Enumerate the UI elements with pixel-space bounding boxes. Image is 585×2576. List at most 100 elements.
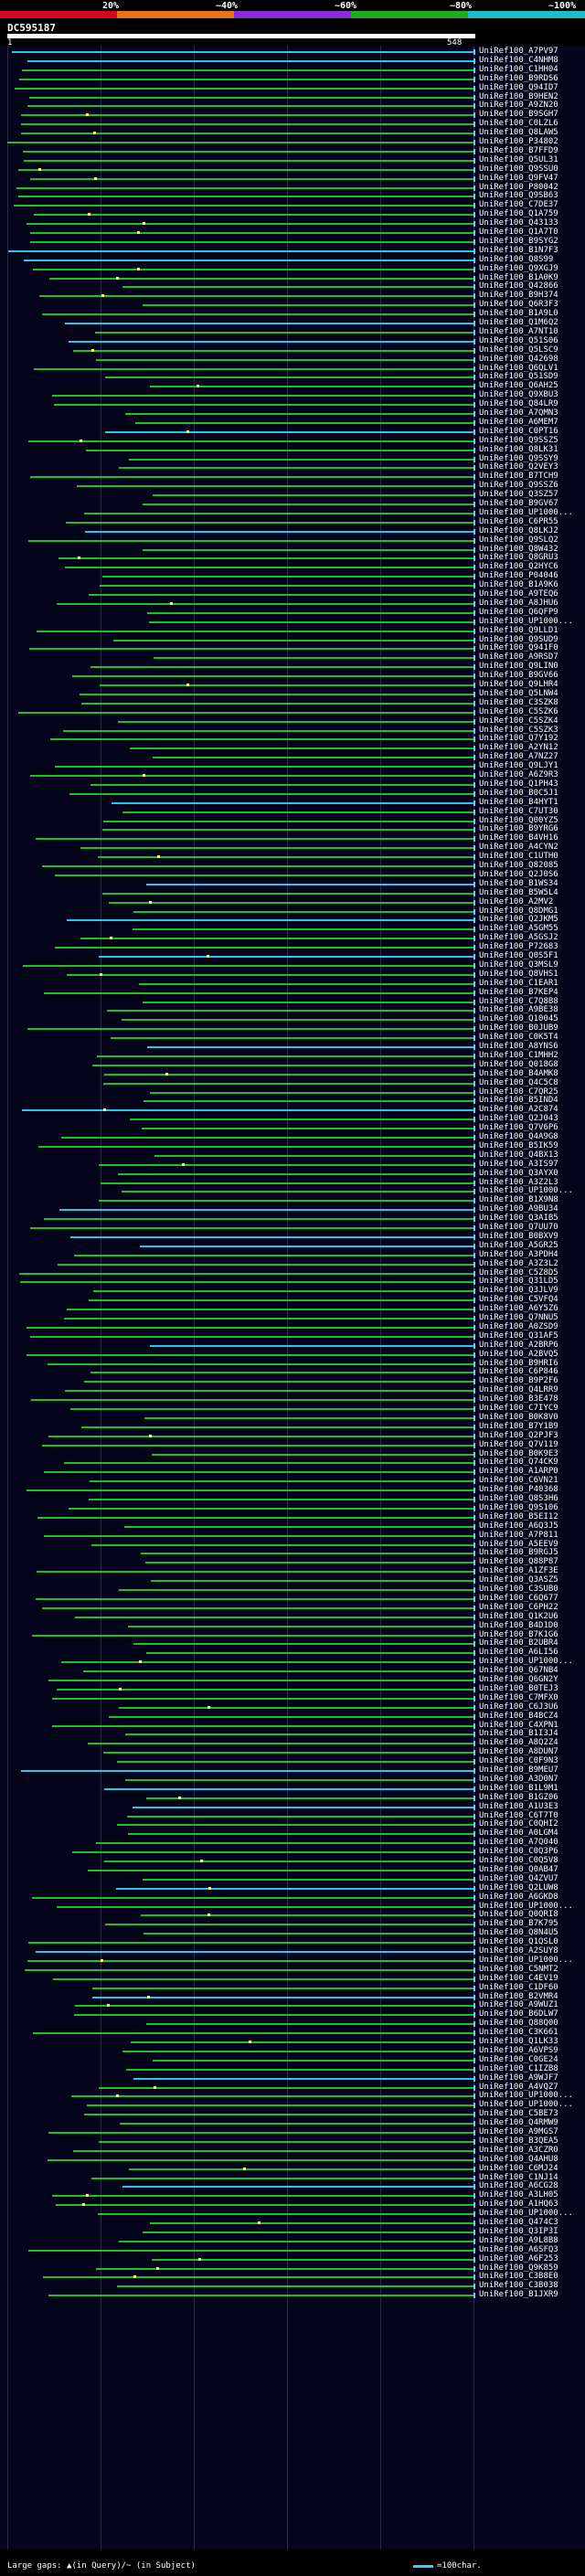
hit-row[interactable]: UniRef100_Q9SSZ6 [0,481,585,491]
hit-label[interactable]: UniRef100_Q42698 [479,354,558,364]
hit-label[interactable]: UniRef100_Q51S06 [479,335,558,345]
hit-label[interactable]: UniRef100_C5SZK3 [479,725,558,735]
hit-label[interactable]: UniRef100_Q74CK9 [479,1458,558,1468]
hit-row[interactable]: UniRef100_B7KEP4 [0,988,585,998]
hit-row[interactable]: UniRef100_B9SGH7 [0,110,585,120]
hit-row[interactable]: UniRef100_B5IND4 [0,1096,585,1106]
hit-row[interactable]: UniRef100_Q00YZ5 [0,816,585,826]
hit-row[interactable]: UniRef100_A9ZN20 [0,101,585,111]
hit-label[interactable]: UniRef100_B1WS34 [479,878,558,888]
hit-label[interactable]: UniRef100_C0Q3P6 [479,1847,558,1857]
hit-row[interactable]: UniRef100_C5SZK3 [0,726,585,736]
hit-label[interactable]: UniRef100_Q2J043 [479,1114,558,1124]
hit-label[interactable]: UniRef100_B9SYG2 [479,236,558,246]
hit-label[interactable]: UniRef100_Q9S106 [479,1502,558,1512]
hit-label[interactable]: UniRef100_C6J3U6 [479,1701,558,1712]
hit-row[interactable]: UniRef100_C0Q3P6 [0,1847,585,1857]
hit-row[interactable]: UniRef100_C0LZL6 [0,119,585,129]
hit-row[interactable]: UniRef100_A7PV97 [0,47,585,57]
hit-label[interactable]: UniRef100_B7TCH9 [479,472,558,482]
hit-label[interactable]: UniRef100_B9P2F6 [479,1376,558,1386]
hit-row[interactable]: UniRef100_Q88Q00 [0,2019,585,2029]
hit-row[interactable]: UniRef100_Q9SSY9 [0,454,585,464]
hit-label[interactable]: UniRef100_UP1000... [479,2100,573,2110]
hit-label[interactable]: UniRef100_A5GSJ2 [479,933,558,943]
hit-label[interactable]: UniRef100_A7PV97 [479,47,558,56]
hit-row[interactable]: UniRef100_B1X9N8 [0,1195,585,1205]
hit-label[interactable]: UniRef100_A1U3E3 [479,1801,558,1811]
hit-label[interactable]: UniRef100_UP1000... [479,2091,573,2101]
hit-row[interactable]: UniRef100_C4NHM8 [0,56,585,66]
hit-row[interactable]: UniRef100_Q6QLV1 [0,364,585,374]
hit-label[interactable]: UniRef100_B1N7F3 [479,245,558,255]
hit-row[interactable]: UniRef100_A8JHU6 [0,599,585,609]
hit-row[interactable]: UniRef100_B7K1G6 [0,1630,585,1640]
hit-label[interactable]: UniRef100_Q4AHU8 [479,2154,558,2164]
hit-row[interactable]: UniRef100_Q4ZVU7 [0,1874,585,1884]
hit-label[interactable]: UniRef100_Q9SB63 [479,191,558,201]
hit-label[interactable]: UniRef100_A2MV2 [479,896,554,906]
hit-row[interactable]: UniRef100_C6Q677 [0,1594,585,1604]
hit-label[interactable]: UniRef100_A3Z2L3 [479,1177,558,1187]
hit-row[interactable]: UniRef100_C0F9N3 [0,1756,585,1766]
hit-row[interactable]: UniRef100_Q2HYC6 [0,562,585,572]
hit-row[interactable]: UniRef100_C3B038 [0,2281,585,2291]
hit-row[interactable]: UniRef100_C1NJ14 [0,2173,585,2183]
hit-row[interactable]: UniRef100_A0LGM4 [0,1829,585,1839]
hit-label[interactable]: UniRef100_Q0QRI8 [479,1910,558,1920]
hit-row[interactable]: UniRef100_C7DE37 [0,200,585,210]
hit-label[interactable]: UniRef100_C6PH22 [479,1602,558,1612]
hit-label[interactable]: UniRef100_A9L8B8 [479,2235,558,2245]
hit-row[interactable]: UniRef100_A3IS97 [0,1160,585,1170]
hit-label[interactable]: UniRef100_UP1000... [479,1186,573,1196]
hit-label[interactable]: UniRef100_C6MJ24 [479,2163,558,2173]
hit-label[interactable]: UniRef100_Q7UU70 [479,1223,558,1232]
hit-row[interactable]: UniRef100_Q474C3 [0,2218,585,2228]
hit-row[interactable]: UniRef100_B2VMR4 [0,1992,585,2002]
hit-row[interactable]: UniRef100_B3QEA5 [0,2136,585,2147]
hit-label[interactable]: UniRef100_Q1A759 [479,209,558,219]
hit-label[interactable]: UniRef100_A6CG28 [479,2181,558,2191]
hit-label[interactable]: UniRef100_Q3IP3I [479,2226,558,2236]
hit-row[interactable]: UniRef100_Q6GN2Y [0,1675,585,1685]
hit-label[interactable]: UniRef100_Q51SD9 [479,372,558,382]
hit-row[interactable]: UniRef100_B9HRI6 [0,1359,585,1369]
hit-row[interactable]: UniRef100_Q5UL31 [0,155,585,165]
hit-row[interactable]: UniRef100_Q74CK9 [0,1458,585,1468]
hit-label[interactable]: UniRef100_Q1M6Q2 [479,318,558,327]
hit-label[interactable]: UniRef100_Q8DMG1 [479,906,558,916]
hit-row[interactable]: UniRef100_A9WJF7 [0,2073,585,2083]
hit-row[interactable]: UniRef100_UP1000... [0,2100,585,2110]
hit-row[interactable]: UniRef100_Q31LD5 [0,1277,585,1287]
hit-label[interactable]: UniRef100_Q8VHS1 [479,969,558,979]
hit-row[interactable]: UniRef100_Q9LIN0 [0,662,585,672]
hit-row[interactable]: UniRef100_Q4BX13 [0,1150,585,1161]
hit-row[interactable]: UniRef100_Q0S5F1 [0,951,585,961]
hit-row[interactable]: UniRef100_C4XPN1 [0,1721,585,1731]
hit-label[interactable]: UniRef100_B9HEN2 [479,91,558,101]
hit-row[interactable]: UniRef100_B4HYT1 [0,798,585,808]
hit-label[interactable]: UniRef100_B9RGJ5 [479,1548,558,1558]
hit-row[interactable]: UniRef100_A6Z9R3 [0,770,585,780]
hit-label[interactable]: UniRef100_Q9XBU3 [479,390,558,400]
hit-row[interactable]: UniRef100_A6Y5Z6 [0,1304,585,1314]
hit-label[interactable]: UniRef100_B3QEA5 [479,2136,558,2146]
hit-label[interactable]: UniRef100_C5SZK6 [479,706,558,716]
hit-label[interactable]: UniRef100_A5GR25 [479,1240,558,1250]
hit-label[interactable]: UniRef100_C3SZK8 [479,697,558,707]
hit-label[interactable]: UniRef100_A9TEQ6 [479,589,558,599]
hit-label[interactable]: UniRef100_A0LGM4 [479,1829,558,1839]
hit-label[interactable]: UniRef100_B9RDS6 [479,73,558,83]
hit-row[interactable]: UniRef100_A6SFQ3 [0,2245,585,2255]
hit-row[interactable]: UniRef100_A1U3E3 [0,1801,585,1812]
hit-label[interactable]: UniRef100_Q67NB4 [479,1666,558,1676]
hit-label[interactable]: UniRef100_Q2J0S6 [479,869,558,879]
hit-row[interactable]: UniRef100_A2C874 [0,1105,585,1115]
hit-label[interactable]: UniRef100_Q9SLQ2 [479,535,558,545]
hit-row[interactable]: UniRef100_Q4C5C8 [0,1078,585,1088]
hit-label[interactable]: UniRef100_C1MHH2 [479,1050,558,1060]
hit-label[interactable]: UniRef100_A0ZSD9 [479,1321,558,1331]
hit-label[interactable]: UniRef100_Q1PH43 [479,779,558,789]
hit-label[interactable]: UniRef100_Q9LHR4 [479,680,558,689]
hit-label[interactable]: UniRef100_Q88Q00 [479,2019,558,2029]
